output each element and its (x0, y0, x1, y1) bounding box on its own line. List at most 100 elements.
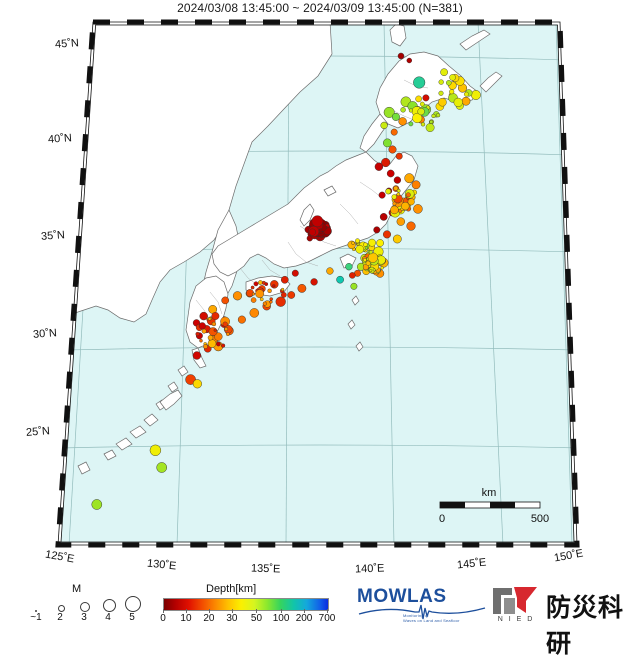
epicenter-marker[interactable] (400, 107, 406, 113)
epicenter-marker[interactable] (376, 239, 384, 247)
epicenter-marker[interactable] (392, 201, 397, 206)
epicenter-marker[interactable] (192, 379, 202, 389)
epicenter-marker[interactable] (250, 285, 255, 290)
epicenter-marker[interactable] (383, 138, 392, 148)
epicenter-marker[interactable] (363, 258, 367, 262)
epicenter-marker[interactable] (431, 113, 436, 119)
epicenter-marker[interactable] (449, 89, 455, 95)
epicenter-marker[interactable] (211, 321, 217, 327)
epicenter-marker[interactable] (326, 267, 334, 275)
epicenter-marker[interactable] (368, 238, 376, 247)
epicenter-marker[interactable] (297, 284, 307, 293)
epicenter-marker[interactable] (413, 204, 423, 214)
seismicity-map[interactable]: km 0 500 (0, 14, 640, 559)
epicenter-marker[interactable] (280, 292, 287, 298)
epicenter-marker[interactable] (214, 332, 223, 341)
epicenter-marker[interactable] (422, 94, 430, 102)
earthquake-epicenters[interactable] (91, 52, 481, 510)
epicenter-marker[interactable] (221, 343, 226, 348)
epicenter-marker[interactable] (237, 315, 246, 324)
epicenter-marker[interactable] (369, 269, 373, 273)
epicenter-marker[interactable] (372, 268, 376, 272)
epicenter-marker[interactable] (199, 311, 208, 321)
epicenter-marker[interactable] (280, 275, 289, 284)
epicenter-marker[interactable] (232, 291, 243, 301)
epicenter-marker[interactable] (264, 282, 269, 286)
epicenter-marker[interactable] (310, 278, 318, 286)
epicenter-marker[interactable] (463, 91, 469, 97)
epicenter-marker[interactable] (425, 123, 435, 133)
epicenter-marker[interactable] (368, 250, 373, 255)
epicenter-marker[interactable] (398, 117, 407, 126)
epicenter-marker[interactable] (383, 106, 395, 118)
epicenter-marker[interactable] (253, 281, 259, 287)
epicenter-marker[interactable] (207, 334, 214, 341)
epicenter-marker[interactable] (367, 252, 378, 263)
epicenter-marker[interactable] (222, 321, 228, 327)
epicenter-marker[interactable] (287, 291, 296, 299)
epicenter-marker[interactable] (350, 282, 358, 290)
epicenter-marker[interactable] (91, 499, 103, 510)
epicenter-marker[interactable] (406, 57, 413, 64)
epicenter-marker[interactable] (221, 296, 230, 305)
epicenter-marker[interactable] (262, 301, 267, 306)
epicenter-marker[interactable] (404, 173, 415, 184)
epicenter-marker[interactable] (393, 176, 402, 184)
epicenter-marker[interactable] (438, 79, 444, 85)
epicenter-marker[interactable] (453, 97, 463, 107)
epicenter-marker[interactable] (438, 90, 444, 96)
epicenter-marker[interactable] (355, 238, 360, 244)
epicenter-marker[interactable] (386, 169, 395, 178)
epicenter-marker[interactable] (192, 351, 202, 360)
epicenter-marker[interactable] (378, 191, 386, 199)
epicenter-marker[interactable] (393, 185, 399, 191)
epicenter-marker[interactable] (255, 289, 265, 299)
epicenter-marker[interactable] (201, 328, 207, 334)
epicenter-marker[interactable] (415, 95, 422, 103)
epicenter-marker[interactable] (318, 228, 323, 233)
epicenter-marker[interactable] (291, 269, 299, 277)
epicenter-marker[interactable] (269, 297, 273, 301)
epicenter-marker[interactable] (407, 198, 415, 206)
epicenter-marker[interactable] (390, 205, 399, 215)
epicenter-marker[interactable] (211, 312, 220, 320)
epicenter-marker[interactable] (408, 108, 413, 113)
epicenter-marker[interactable] (396, 217, 405, 226)
epicenter-marker[interactable] (379, 213, 388, 221)
epicenter-marker[interactable] (251, 292, 255, 296)
epicenter-marker[interactable] (249, 308, 260, 318)
epicenter-marker[interactable] (198, 322, 206, 330)
epicenter-marker[interactable] (396, 192, 401, 197)
epicenter-marker[interactable] (373, 226, 381, 234)
epicenter-marker[interactable] (396, 188, 401, 193)
epicenter-marker[interactable] (390, 128, 398, 136)
epicenter-marker[interactable] (336, 275, 344, 284)
epicenter-marker[interactable] (195, 331, 200, 337)
epicenter-marker[interactable] (440, 68, 448, 77)
epicenter-marker[interactable] (380, 121, 388, 130)
epicenter-marker[interactable] (429, 119, 434, 124)
epicenter-marker[interactable] (383, 230, 391, 239)
epicenter-marker[interactable] (280, 287, 285, 292)
epicenter-marker[interactable] (272, 284, 276, 288)
epicenter-marker[interactable] (446, 80, 452, 86)
epicenter-marker[interactable] (363, 242, 368, 247)
epicenter-marker[interactable] (385, 188, 392, 195)
epicenter-marker[interactable] (392, 234, 402, 244)
epicenter-marker[interactable] (216, 341, 221, 347)
epicenter-marker[interactable] (275, 296, 286, 307)
epicenter-marker[interactable] (349, 272, 356, 279)
epicenter-marker[interactable] (250, 297, 257, 303)
epicenter-marker[interactable] (417, 107, 425, 116)
epicenter-marker[interactable] (408, 121, 414, 127)
epicenter-marker[interactable] (355, 245, 364, 254)
epicenter-marker[interactable] (199, 338, 203, 343)
epicenter-marker[interactable] (156, 462, 167, 473)
epicenter-marker[interactable] (380, 266, 384, 270)
epicenter-marker[interactable] (374, 162, 384, 171)
epicenter-marker[interactable] (401, 201, 410, 211)
epicenter-marker[interactable] (311, 215, 324, 227)
epicenter-marker[interactable] (419, 101, 425, 107)
epicenter-marker[interactable] (203, 344, 208, 349)
epicenter-marker[interactable] (405, 192, 411, 198)
